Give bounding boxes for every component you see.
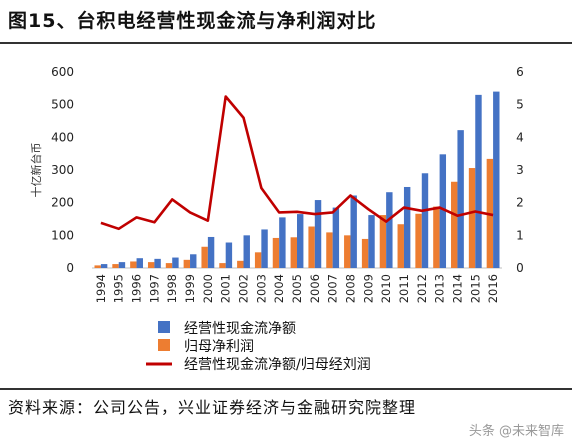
legend-swatch bbox=[158, 321, 170, 333]
cashflow-bar bbox=[225, 242, 233, 268]
ratio-line bbox=[100, 95, 494, 231]
net-profit-bar bbox=[344, 235, 351, 268]
net-profit-bar bbox=[379, 215, 387, 268]
net-profit-bar bbox=[254, 252, 262, 268]
net-profit-bar bbox=[272, 237, 280, 268]
net-profit-bar bbox=[415, 213, 422, 268]
net-profit-bar bbox=[201, 246, 208, 268]
cashflow-bar bbox=[154, 258, 161, 268]
chart-axes: 0 100 200 300 400 500 600 0 1 2 3 4 5 6 十亿新台币 1994 1995 1… bbox=[29, 65, 524, 303]
net-profit-bar bbox=[165, 263, 173, 268]
chart-title: 图15、台积电经营性现金流与净利润对比 bbox=[8, 10, 377, 32]
net-profit-bar bbox=[147, 262, 155, 268]
y2-tick-label: 4 bbox=[516, 130, 524, 144]
cashflow-bar bbox=[457, 130, 464, 268]
cashflow-bar bbox=[279, 217, 286, 268]
chart-canvas: 0 100 200 300 400 500 600 0 1 2 3 4 5 6 十亿新台币 1994 1995 1… bbox=[29, 65, 524, 373]
cashflow-bar bbox=[314, 200, 322, 268]
y2-tick-label: 5 bbox=[516, 98, 524, 112]
y2-tick-label: 0 bbox=[516, 261, 524, 275]
net-profit-bar bbox=[130, 261, 137, 268]
y-tick-label: 200 bbox=[51, 196, 74, 210]
net-profit-bar bbox=[94, 265, 101, 268]
y-tick-label: 0 bbox=[66, 261, 74, 275]
net-profit-bar bbox=[290, 237, 297, 268]
y2-tick-label: 3 bbox=[516, 163, 524, 177]
cashflow-bar bbox=[261, 229, 268, 268]
net-profit-bar bbox=[451, 181, 458, 268]
x-tick-label: 2002 bbox=[237, 274, 251, 303]
title-divider bbox=[0, 42, 572, 44]
cashflow-bar bbox=[297, 214, 304, 268]
cashflow-bar bbox=[332, 207, 340, 268]
x-tick-label: 2003 bbox=[254, 274, 268, 303]
y-tick-label: 100 bbox=[51, 228, 74, 242]
cashflow-bar bbox=[403, 186, 411, 268]
net-profit-bar bbox=[219, 263, 226, 268]
source-note: 资料来源：公司公告，兴业证券经济与金融研究院整理 bbox=[8, 398, 417, 417]
x-tick-label: 2011 bbox=[397, 274, 411, 303]
y-tick-label: 500 bbox=[51, 98, 74, 112]
x-tick-label: 2015 bbox=[468, 274, 482, 303]
net-profit-bar bbox=[183, 259, 191, 268]
x-tick-label: 2008 bbox=[343, 274, 357, 303]
cashflow-bar bbox=[118, 262, 126, 268]
x-tick-label: 2001 bbox=[219, 274, 233, 303]
cashflow-bar bbox=[493, 91, 500, 268]
x-tick-label: 1995 bbox=[112, 274, 126, 303]
net-profit-bar bbox=[112, 264, 119, 268]
cashflow-bar bbox=[350, 195, 357, 268]
y-tick-label: 600 bbox=[51, 65, 74, 79]
cashflow-bar bbox=[190, 254, 197, 268]
net-profit-bar bbox=[468, 168, 476, 268]
x-tick-label: 2006 bbox=[308, 274, 322, 303]
x-tick-label: 1994 bbox=[94, 274, 108, 303]
cashflow-bar bbox=[100, 264, 108, 268]
y-tick-label: 300 bbox=[51, 163, 74, 177]
x-tick-label: 2012 bbox=[415, 274, 429, 303]
cashflow-bar bbox=[207, 236, 215, 268]
cashflow-bar bbox=[136, 258, 143, 268]
x-tick-label: 2000 bbox=[201, 274, 215, 303]
x-tick-label: 2014 bbox=[450, 274, 464, 303]
x-tick-label: 1998 bbox=[165, 274, 179, 303]
chart-bars bbox=[94, 91, 500, 268]
net-profit-bar bbox=[237, 260, 244, 268]
source-divider bbox=[0, 388, 572, 390]
cashflow-bar bbox=[439, 154, 447, 268]
y2-tick-label: 6 bbox=[516, 65, 524, 79]
x-tick-label: 2016 bbox=[486, 274, 500, 303]
x-tick-label: 2013 bbox=[433, 274, 447, 303]
cashflow-bar bbox=[243, 235, 250, 268]
net-profit-bar bbox=[433, 206, 440, 268]
net-profit-bar bbox=[361, 238, 369, 268]
x-tick-label: 1997 bbox=[147, 274, 161, 303]
cashflow-bar bbox=[172, 257, 179, 268]
x-tick-label: 1999 bbox=[183, 274, 197, 303]
x-tick-label: 2010 bbox=[379, 274, 393, 303]
y-tick-label: 400 bbox=[51, 130, 74, 144]
x-tick-label: 1996 bbox=[130, 274, 144, 303]
y2-tick-label: 1 bbox=[516, 228, 524, 242]
cashflow-bar bbox=[421, 173, 429, 268]
watermark: 头条 @未来智库 bbox=[468, 424, 564, 439]
cashflow-bar bbox=[368, 215, 375, 268]
legend-label: 归母净利润 bbox=[184, 338, 254, 355]
net-profit-bar bbox=[308, 226, 315, 268]
cashflow-bar bbox=[475, 94, 482, 268]
x-tick-label: 2007 bbox=[326, 274, 340, 303]
net-profit-bar bbox=[397, 224, 404, 268]
legend-label: 经营性现金流净额 bbox=[184, 321, 296, 337]
legend-label: 经营性现金流净额/归母经刘润 bbox=[184, 356, 371, 373]
legend-swatch bbox=[158, 339, 170, 351]
x-tick-label: 2004 bbox=[272, 274, 286, 303]
y-axis-label: 十亿新台币 bbox=[29, 143, 43, 198]
x-tick-label: 2009 bbox=[361, 274, 375, 303]
cashflow-bar bbox=[386, 192, 393, 268]
y2-tick-label: 2 bbox=[516, 196, 524, 210]
net-profit-bar bbox=[326, 232, 333, 268]
x-tick-label: 2005 bbox=[290, 274, 304, 303]
chart-line bbox=[100, 95, 494, 231]
